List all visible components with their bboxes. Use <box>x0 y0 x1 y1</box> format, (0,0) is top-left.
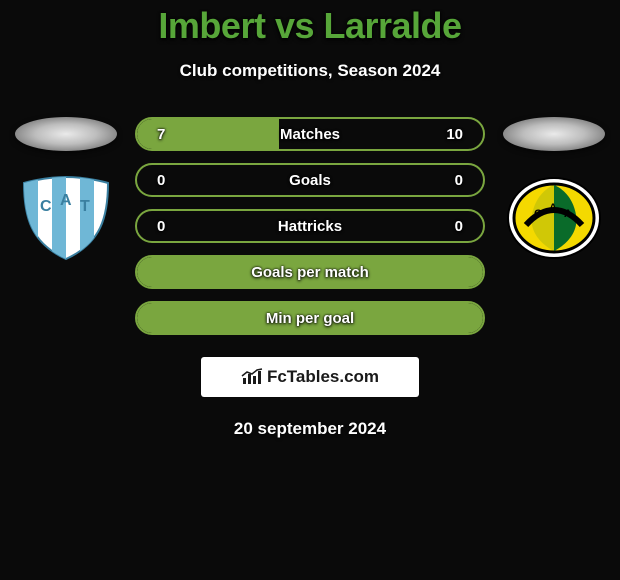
stat-label: Matches <box>280 126 340 143</box>
stat-label: Hattricks <box>278 218 342 235</box>
stat-left-value: 0 <box>157 218 165 235</box>
stat-left-value: 7 <box>157 126 165 143</box>
page-subtitle: Club competitions, Season 2024 <box>0 61 620 81</box>
stat-right-value: 0 <box>455 172 463 189</box>
right-team-badge: C A A <box>504 175 604 261</box>
right-badge-svg: C A A <box>504 175 604 261</box>
svg-text:C: C <box>534 208 542 220</box>
stat-label: Goals per match <box>251 264 369 281</box>
page-title: Imbert vs Larralde <box>0 5 620 47</box>
chart-icon <box>241 368 263 386</box>
comparison-content: C A T 7 Matches 10 0 Goals 0 0 Hattricks 0 Goals … <box>0 117 620 335</box>
stat-row: Goals per match <box>135 255 485 289</box>
left-player-column: C A T <box>15 117 117 261</box>
stat-right-value: 10 <box>446 126 463 143</box>
stat-row: 0 Hattricks 0 <box>135 209 485 243</box>
left-player-placeholder <box>15 117 117 151</box>
stat-label: Goals <box>289 172 331 189</box>
stat-row: 0 Goals 0 <box>135 163 485 197</box>
footer-brand-text: FcTables.com <box>267 367 379 387</box>
stat-row: 7 Matches 10 <box>135 117 485 151</box>
stat-label: Min per goal <box>266 310 354 327</box>
svg-text:C: C <box>40 198 52 215</box>
svg-text:A: A <box>564 208 572 220</box>
svg-text:A: A <box>60 192 72 209</box>
stat-left-value: 0 <box>157 172 165 189</box>
page-root: Imbert vs Larralde Club competitions, Se… <box>0 0 620 439</box>
right-player-column: C A A <box>503 117 605 261</box>
left-team-badge: C A T <box>16 175 116 261</box>
stat-right-value: 0 <box>455 218 463 235</box>
stat-row: Min per goal <box>135 301 485 335</box>
footer-date: 20 september 2024 <box>0 419 620 439</box>
stat-bars: 7 Matches 10 0 Goals 0 0 Hattricks 0 Goals per ma… <box>135 117 485 335</box>
left-badge-svg: C A T <box>16 175 116 261</box>
footer-brand-badge[interactable]: FcTables.com <box>201 357 419 397</box>
right-player-placeholder <box>503 117 605 151</box>
svg-text:A: A <box>549 202 557 214</box>
svg-text:T: T <box>80 198 90 215</box>
